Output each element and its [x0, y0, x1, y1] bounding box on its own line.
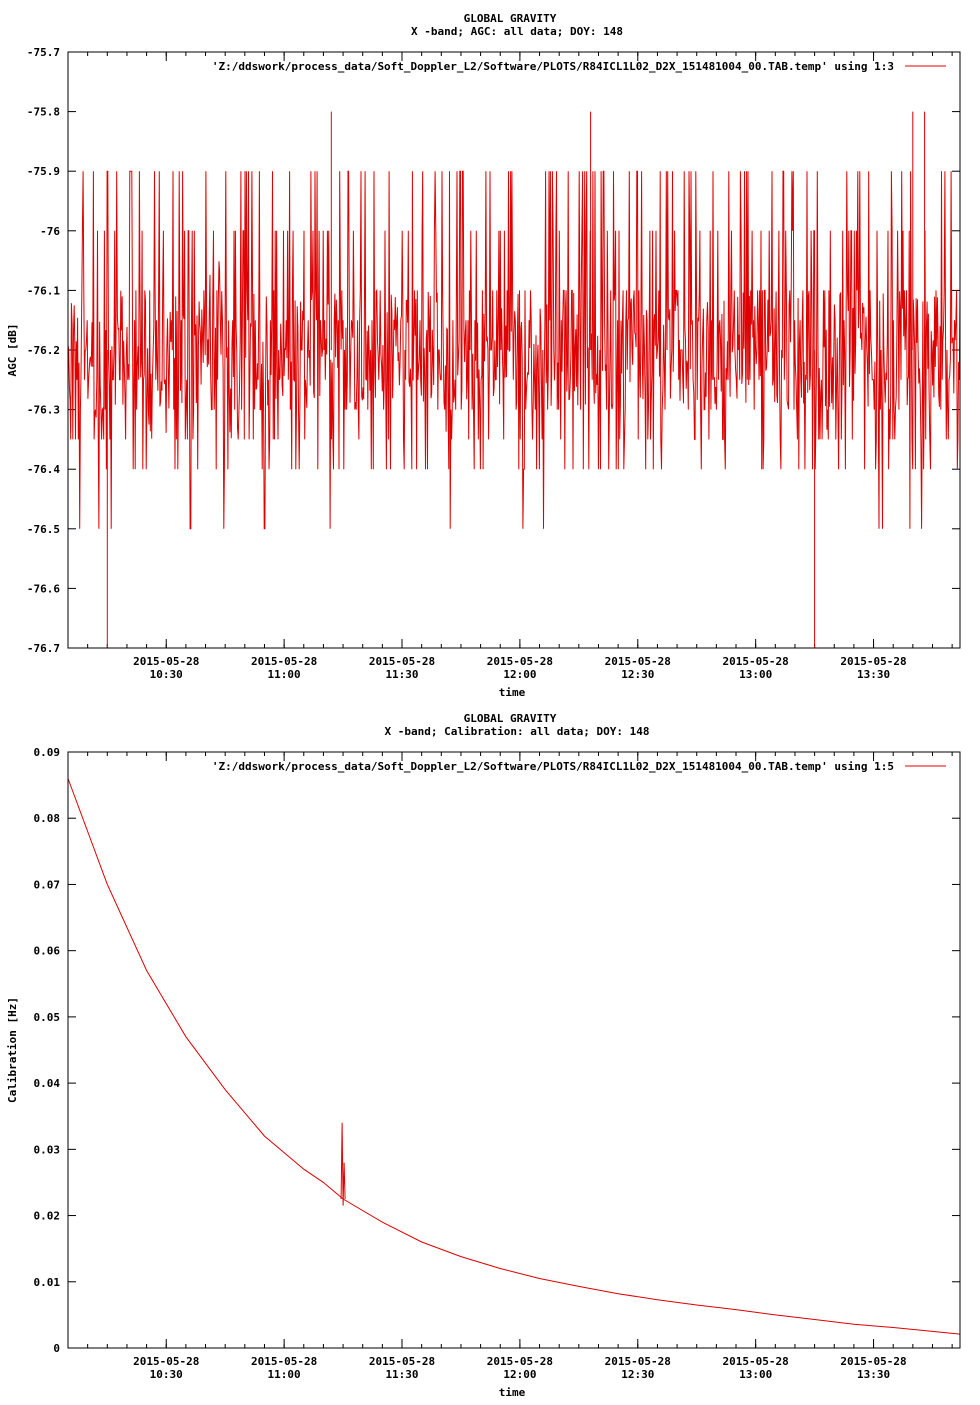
calibration-y-tick-label: 0.08: [34, 812, 61, 825]
calibration-legend-label: 'Z:/ddswork/process_data/Soft_Doppler_L2…: [212, 760, 894, 773]
agc-y-tick-label: -76: [40, 225, 60, 238]
agc-y-tick-label: -76.1: [27, 284, 60, 297]
agc-chart-subtitle: X -band; AGC: all data; DOY: 148: [411, 25, 623, 38]
agc-ticks: -75.7 -75.8 -75.9 -76 -76.1 -76.2 -76.3 -76.4 -7…: [27, 46, 960, 681]
calibration-y-tick-label: 0.04: [34, 1077, 61, 1090]
calibration-ticks: 0.09 0.08 0.07 0.06 0.05 0.04 0.03 0.02 0.01 0 201…: [34, 746, 960, 1381]
calibration-y-axis-label: Calibration [Hz]: [6, 997, 19, 1103]
calibration-chart: GLOBAL GRAVITY X -band; Calibration: all…: [6, 712, 961, 1399]
calibration-x-tick-time: 13:30: [857, 1368, 890, 1381]
agc-y-tick-label: -76.4: [27, 463, 60, 476]
agc-y-tick-label: -76.5: [27, 523, 60, 536]
agc-x-tick-time: 11:30: [385, 668, 418, 681]
calibration-x-tick-date: 2015-05-28: [487, 1355, 553, 1368]
calibration-x-tick-time: 10:30: [150, 1368, 183, 1381]
calibration-x-tick-time: 12:30: [621, 1368, 654, 1381]
agc-x-tick-time: 10:30: [150, 668, 183, 681]
agc-y-tick-label: -75.7: [27, 46, 60, 59]
calibration-y-tick-label: 0.02: [34, 1210, 61, 1223]
calibration-x-tick-date: 2015-05-28: [840, 1355, 906, 1368]
calibration-x-tick-date: 2015-05-28: [369, 1355, 435, 1368]
calibration-plot-frame: [67, 751, 961, 1349]
agc-x-tick-date: 2015-05-28: [133, 655, 199, 668]
agc-x-tick-date: 2015-05-28: [605, 655, 671, 668]
agc-x-axis-label: time: [499, 686, 526, 699]
agc-y-tick-label: -76.2: [27, 344, 60, 357]
calibration-x-tick-date: 2015-05-28: [605, 1355, 671, 1368]
agc-y-tick-label: -76.3: [27, 404, 60, 417]
calibration-chart-subtitle: X -band; Calibration: all data; DOY: 148: [385, 725, 650, 738]
calibration-x-tick-time: 13:00: [739, 1368, 772, 1381]
agc-y-tick-label: -76.6: [27, 582, 60, 595]
agc-series-line: [67, 111, 961, 648]
agc-x-tick-time: 13:00: [739, 668, 772, 681]
calibration-x-tick-time: 11:30: [385, 1368, 418, 1381]
agc-y-tick-label: -75.9: [27, 165, 60, 178]
agc-y-axis-label: AGC [dB]: [6, 324, 19, 377]
agc-x-tick-time: 11:00: [268, 668, 301, 681]
agc-x-tick-date: 2015-05-28: [251, 655, 317, 668]
agc-x-tick-date: 2015-05-28: [723, 655, 789, 668]
calibration-y-tick-label: 0.03: [34, 1143, 61, 1156]
agc-x-tick-date: 2015-05-28: [487, 655, 553, 668]
calibration-y-tick-label: 0.07: [34, 878, 61, 891]
agc-x-tick-time: 12:30: [621, 668, 654, 681]
calibration-x-tick-time: 11:00: [268, 1368, 301, 1381]
calibration-x-tick-date: 2015-05-28: [133, 1355, 199, 1368]
agc-x-tick-time: 13:30: [857, 668, 890, 681]
calibration-y-tick-label: 0.09: [34, 746, 61, 759]
agc-plot-frame: [67, 51, 961, 649]
agc-x-tick-date: 2015-05-28: [840, 655, 906, 668]
calibration-x-axis-label: time: [499, 1386, 526, 1399]
calibration-y-tick-label: 0.01: [34, 1276, 61, 1289]
agc-y-tick-label: -76.7: [27, 642, 60, 655]
agc-legend-label: 'Z:/ddswork/process_data/Soft_Doppler_L2…: [212, 60, 894, 73]
calibration-x-tick-date: 2015-05-28: [251, 1355, 317, 1368]
calibration-x-tick-time: 12:00: [503, 1368, 536, 1381]
calibration-y-tick-label: 0.06: [34, 945, 61, 958]
calibration-series-line: [67, 778, 961, 1335]
agc-x-tick-date: 2015-05-28: [369, 655, 435, 668]
agc-y-tick-label: -75.8: [27, 106, 60, 119]
calibration-y-tick-label: 0: [53, 1342, 60, 1355]
calibration-y-tick-label: 0.05: [34, 1011, 61, 1024]
agc-x-tick-time: 12:00: [503, 668, 536, 681]
agc-chart: GLOBAL GRAVITY X -band; AGC: all data; D…: [6, 12, 961, 699]
calibration-x-tick-date: 2015-05-28: [723, 1355, 789, 1368]
agc-chart-title: GLOBAL GRAVITY: [464, 12, 557, 25]
calibration-chart-title: GLOBAL GRAVITY: [464, 712, 557, 725]
